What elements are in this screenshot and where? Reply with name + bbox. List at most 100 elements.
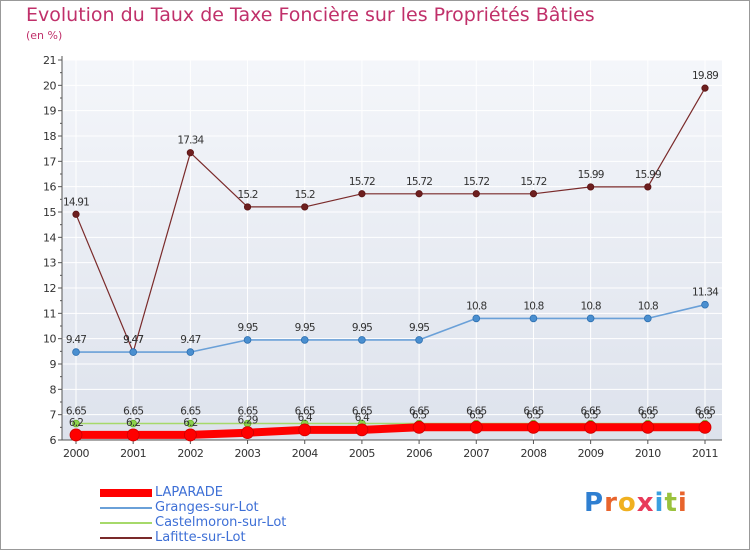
point-granges bbox=[72, 348, 80, 356]
y-tick-label: 10 bbox=[43, 333, 56, 346]
point-lafitte bbox=[72, 210, 80, 218]
y-tick-label: 19 bbox=[43, 105, 56, 118]
point-lafitte bbox=[415, 190, 423, 198]
logo-letter: r bbox=[604, 488, 618, 518]
point-laparade bbox=[241, 426, 254, 440]
legend-swatch-granges bbox=[100, 507, 152, 509]
data-label-castelmoron: 6.65 bbox=[638, 406, 658, 418]
data-label-laparade: 6.4 bbox=[298, 412, 313, 424]
unit-label: (en %) bbox=[26, 29, 63, 42]
data-label-lafitte: 15.2 bbox=[237, 189, 257, 201]
x-tick-label: 2010 bbox=[635, 447, 661, 460]
point-granges bbox=[586, 314, 595, 323]
proxiti-logo: Proxiti bbox=[584, 488, 688, 518]
point-granges bbox=[129, 348, 137, 356]
legend-swatch-laparade bbox=[100, 489, 152, 497]
data-label-laparade: 6.5 bbox=[641, 409, 655, 421]
point-lafitte bbox=[301, 203, 309, 211]
y-tick-label: 16 bbox=[43, 181, 56, 194]
point-laparade bbox=[584, 420, 598, 434]
point-granges bbox=[186, 348, 195, 356]
point-lafitte bbox=[243, 203, 252, 211]
point-laparade bbox=[298, 423, 312, 437]
data-label-granges: 10.8 bbox=[638, 300, 658, 312]
data-label-granges: 9.95 bbox=[295, 322, 315, 334]
logo-letter: P bbox=[584, 488, 605, 518]
x-tick-label: 2006 bbox=[406, 447, 432, 460]
point-lafitte bbox=[587, 183, 595, 191]
data-label-laparade: 6.5 bbox=[469, 409, 483, 421]
data-label-castelmoron: 6.65 bbox=[295, 406, 315, 418]
point-lafitte bbox=[358, 190, 366, 198]
data-label-lafitte: 15.72 bbox=[406, 176, 432, 188]
legend-label-granges: Granges-sur-Lot bbox=[155, 500, 259, 515]
x-tick-label: 2011 bbox=[692, 447, 718, 460]
y-tick-label: 13 bbox=[43, 257, 56, 270]
x-tick-label: 2000 bbox=[63, 447, 89, 460]
logo-letter: i bbox=[654, 488, 665, 518]
point-granges bbox=[415, 336, 423, 344]
x-tick-label: 2008 bbox=[520, 447, 546, 460]
y-tick-label: 15 bbox=[43, 206, 56, 219]
point-lafitte bbox=[186, 149, 194, 157]
point-laparade bbox=[126, 428, 140, 442]
data-label-castelmoron: 6.65 bbox=[695, 406, 715, 418]
point-granges bbox=[701, 300, 709, 309]
data-label-lafitte: 15.72 bbox=[463, 176, 489, 188]
data-label-laparade: 6.2 bbox=[69, 417, 83, 429]
point-granges bbox=[358, 336, 366, 344]
y-tick-label: 18 bbox=[43, 130, 56, 143]
data-label-laparade: 6.5 bbox=[412, 409, 426, 421]
plot-area bbox=[62, 60, 722, 440]
y-tick-label: 8 bbox=[50, 383, 57, 396]
data-label-castelmoron: 6.65 bbox=[409, 406, 429, 418]
data-label-lafitte: 14.91 bbox=[63, 196, 89, 208]
x-tick-label: 2001 bbox=[120, 447, 146, 460]
data-label-laparade: 6.5 bbox=[526, 409, 540, 421]
point-lafitte bbox=[644, 183, 652, 191]
data-label-granges: 9.95 bbox=[409, 322, 429, 334]
point-lafitte bbox=[529, 190, 538, 198]
data-label-lafitte: 9.47 bbox=[123, 334, 143, 346]
data-label-castelmoron: 6.65 bbox=[523, 406, 543, 418]
data-label-laparade: 6.5 bbox=[583, 409, 597, 421]
y-tick-label: 6 bbox=[50, 434, 57, 447]
point-laparade bbox=[698, 420, 712, 434]
data-label-castelmoron: 6.65 bbox=[180, 406, 200, 418]
chart-title: Evolution du Taux de Taxe Foncière sur l… bbox=[26, 4, 595, 26]
series-line-lafitte bbox=[75, 87, 706, 353]
point-granges bbox=[644, 314, 652, 323]
data-label-laparade: 6.29 bbox=[237, 415, 257, 427]
x-tick-label: 2002 bbox=[177, 447, 203, 460]
logo-letter: x bbox=[636, 488, 655, 518]
legend-label-laparade: LAPARADE bbox=[155, 485, 223, 500]
data-label-granges: 11.34 bbox=[692, 287, 719, 299]
data-label-granges: 10.8 bbox=[581, 300, 601, 312]
x-tick-label: 2003 bbox=[235, 447, 261, 460]
x-tick-label: 2009 bbox=[578, 447, 604, 460]
data-label-castelmoron: 6.65 bbox=[66, 406, 86, 418]
y-tick-label: 7 bbox=[50, 409, 57, 422]
y-tick-label: 20 bbox=[43, 79, 56, 92]
point-granges bbox=[243, 336, 252, 344]
data-label-granges: 9.95 bbox=[352, 322, 372, 334]
point-laparade bbox=[641, 420, 655, 434]
logo-letter: o bbox=[617, 488, 637, 518]
point-laparade bbox=[355, 423, 369, 437]
point-laparade bbox=[469, 420, 483, 434]
point-castelmoron bbox=[129, 419, 137, 428]
logo-letter: t bbox=[664, 488, 678, 518]
data-label-granges: 9.95 bbox=[237, 322, 257, 334]
legend-label-lafitte: Lafitte-sur-Lot bbox=[155, 530, 246, 545]
y-tick-label: 21 bbox=[43, 54, 56, 67]
data-label-granges: 9.47 bbox=[180, 334, 200, 346]
data-label-lafitte: 15.72 bbox=[520, 176, 546, 188]
series-line-laparade bbox=[76, 423, 705, 439]
data-label-lafitte: 15.72 bbox=[349, 176, 375, 188]
data-label-granges: 9.47 bbox=[123, 334, 143, 346]
data-label-lafitte: 15.2 bbox=[295, 189, 315, 201]
point-laparade bbox=[527, 420, 540, 434]
data-label-lafitte: 15.99 bbox=[635, 169, 661, 181]
point-castelmoron bbox=[186, 419, 195, 428]
